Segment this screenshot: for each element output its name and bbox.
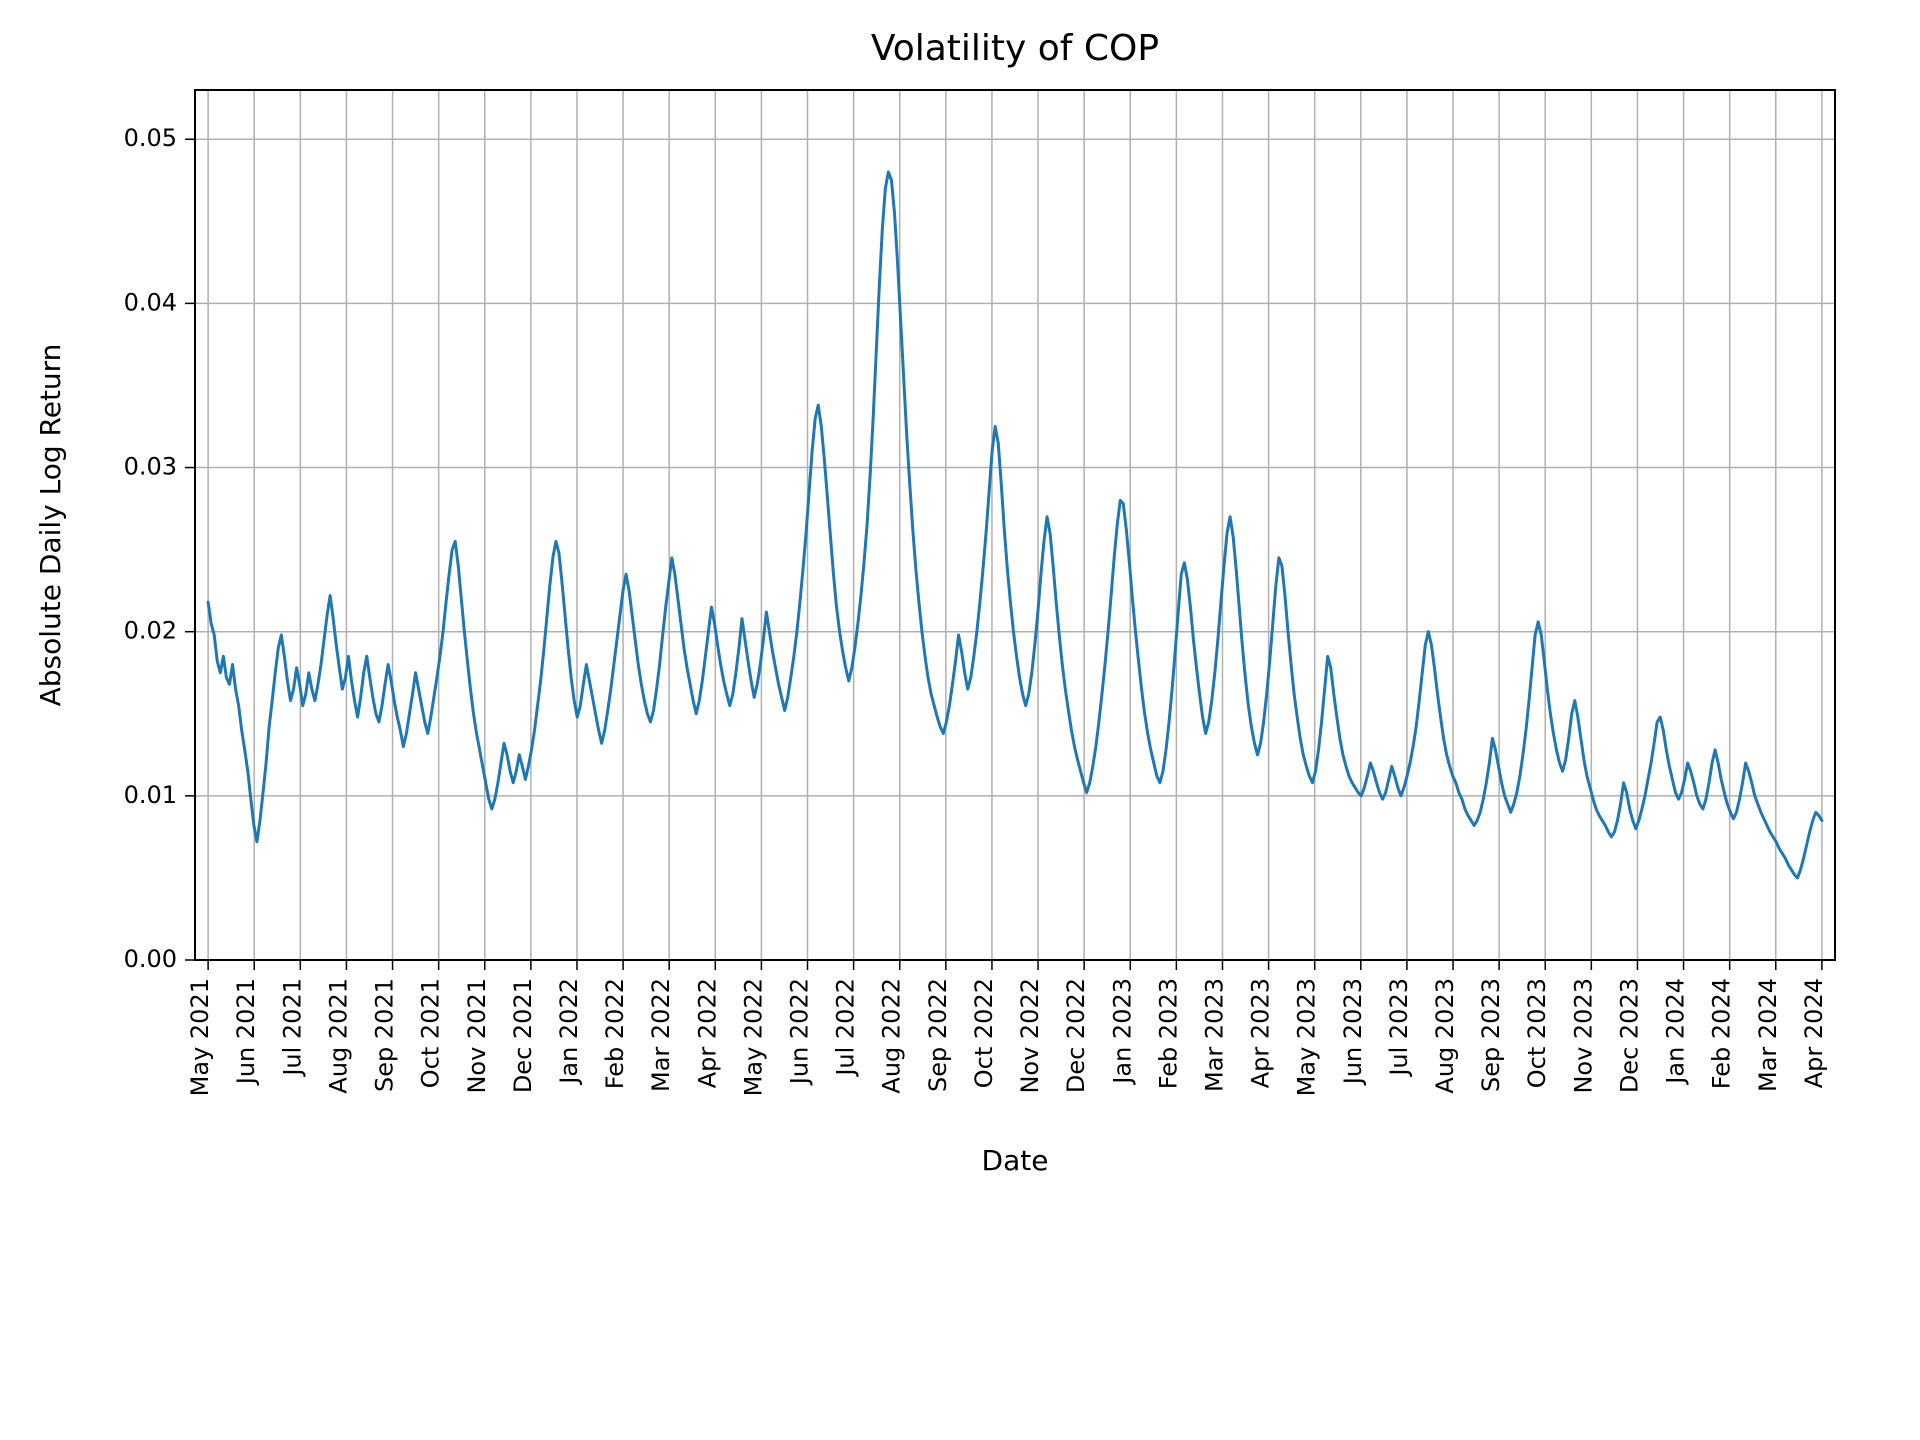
chart-container: 0.00 0.01 0.02 0.03 0.04 0.05 May 2021 Jun 2021… — [0, 0, 1920, 1440]
y-axis-label: Absolute Daily Log Return — [34, 344, 67, 707]
x-tick-label: Feb 2022 — [601, 978, 629, 1089]
x-tick-label: Oct 2022 — [970, 978, 998, 1088]
x-tick-label: Jan 2024 — [1662, 978, 1690, 1086]
x-tick-label: Nov 2021 — [463, 978, 491, 1094]
volatility-chart: 0.00 0.01 0.02 0.03 0.04 0.05 May 2021 Jun 2021… — [0, 0, 1920, 1440]
x-tick-label: Dec 2021 — [509, 978, 537, 1093]
x-tick-label: Apr 2023 — [1247, 978, 1275, 1088]
volatility-line — [208, 172, 1822, 878]
x-tick-label: Dec 2023 — [1615, 978, 1643, 1093]
y-tick-label: 0.04 — [124, 288, 177, 316]
x-tick-label: Aug 2022 — [878, 978, 906, 1094]
x-tick-label: Apr 2024 — [1800, 978, 1828, 1088]
y-tick-label: 0.02 — [124, 617, 177, 645]
x-tick-label: Sep 2023 — [1477, 978, 1505, 1092]
x-tick-label: Jul 2022 — [832, 978, 860, 1078]
axes-layer — [195, 90, 1835, 960]
x-tick-label: Sep 2021 — [371, 978, 399, 1092]
y-tick-label: 0.01 — [124, 781, 177, 809]
x-tick-label: Oct 2021 — [417, 978, 445, 1088]
ticks-layer — [185, 139, 1822, 970]
chart-title: Volatility of COP — [871, 28, 1159, 69]
grid-layer — [195, 90, 1835, 960]
x-tick-label: Feb 2024 — [1708, 978, 1736, 1089]
x-tick-label: Nov 2022 — [1016, 978, 1044, 1094]
y-tick-label: 0.00 — [124, 945, 177, 973]
x-tick-label: May 2022 — [739, 978, 767, 1096]
x-tick-label: Aug 2021 — [324, 978, 352, 1094]
x-tick-label: Jun 2022 — [786, 978, 814, 1086]
x-tick-label: Nov 2023 — [1569, 978, 1597, 1094]
x-tick-label: Jun 2021 — [232, 978, 260, 1086]
x-tick-label: Jan 2023 — [1108, 978, 1136, 1086]
x-tick-label: Apr 2022 — [693, 978, 721, 1088]
labels-layer: 0.00 0.01 0.02 0.03 0.04 0.05 May 2021 Jun 2021… — [124, 124, 1828, 1096]
x-tick-label: May 2023 — [1293, 978, 1321, 1096]
x-tick-label: Oct 2023 — [1523, 978, 1551, 1088]
x-tick-label: Mar 2024 — [1754, 978, 1782, 1092]
x-tick-label: Mar 2023 — [1200, 978, 1228, 1092]
x-tick-label: Jan 2022 — [555, 978, 583, 1086]
x-tick-label: Feb 2023 — [1154, 978, 1182, 1089]
x-tick-label: Mar 2022 — [647, 978, 675, 1092]
y-tick-label: 0.05 — [124, 124, 177, 152]
x-tick-label: Jun 2023 — [1339, 978, 1367, 1086]
x-axis-label: Date — [982, 1144, 1049, 1177]
x-tick-label: Sep 2022 — [924, 978, 952, 1092]
x-tick-label: Dec 2022 — [1062, 978, 1090, 1093]
x-tick-label: Jul 2023 — [1385, 978, 1413, 1078]
x-tick-label: May 2021 — [186, 978, 214, 1096]
x-tick-label: Aug 2023 — [1431, 978, 1459, 1094]
data-series — [208, 172, 1822, 878]
x-tick-label: Jul 2021 — [278, 978, 306, 1078]
y-tick-label: 0.03 — [124, 453, 177, 481]
